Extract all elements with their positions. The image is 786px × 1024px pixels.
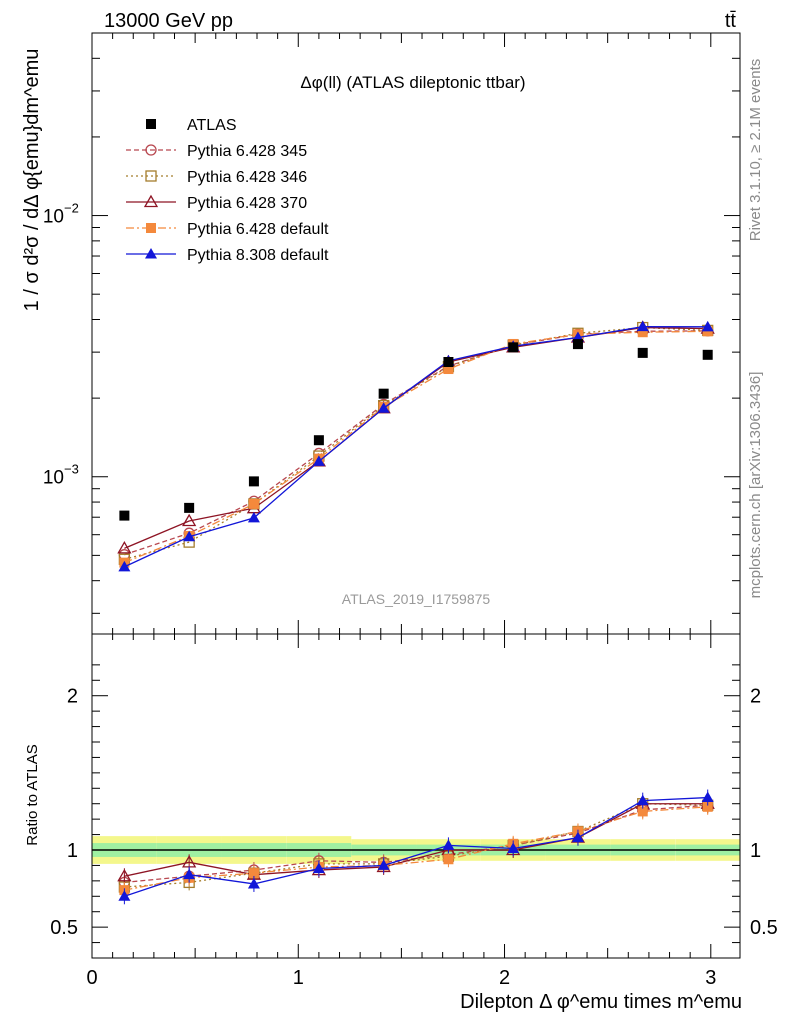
y-tick-label-exponent: −3 bbox=[64, 462, 79, 477]
atlas-data-point bbox=[443, 357, 454, 368]
series-point bbox=[248, 498, 259, 509]
series-point bbox=[118, 560, 131, 572]
ratio-tick-label-left: 2 bbox=[67, 686, 78, 708]
ratio-series-line bbox=[124, 806, 708, 891]
atlas-data-point bbox=[572, 339, 583, 350]
series-line bbox=[124, 326, 708, 549]
series-point bbox=[182, 513, 197, 527]
legend-label: Pythia 6.428 370 bbox=[187, 195, 307, 212]
legend-marker-atlas bbox=[146, 119, 156, 129]
series-point bbox=[117, 541, 132, 554]
plot-frames bbox=[91, 32, 741, 959]
x-tick-label: 1 bbox=[293, 967, 304, 989]
analysis-id: ATLAS_2019_I1759875 bbox=[342, 591, 491, 607]
series-1 bbox=[118, 321, 714, 896]
ratio-point bbox=[702, 801, 713, 812]
energy-label: 13000 GeV pp bbox=[104, 10, 233, 32]
atlas-data-point bbox=[248, 476, 259, 487]
ratio-tick-label-left: 0.5 bbox=[50, 917, 78, 939]
ratio-point bbox=[117, 868, 132, 882]
atlas-data-point bbox=[637, 347, 648, 358]
ratio-point bbox=[701, 791, 714, 803]
series-point bbox=[377, 402, 390, 413]
series-line bbox=[124, 326, 708, 568]
legend-marker bbox=[143, 194, 159, 208]
ratio-tick-label-right: 1 bbox=[750, 840, 761, 862]
atlas-data bbox=[119, 339, 713, 521]
series-point bbox=[183, 530, 196, 542]
legend-marker bbox=[146, 223, 156, 233]
ratio-point bbox=[442, 839, 455, 850]
legend: ATLAS Pythia 6.428 345 Pythia 6.428 346 Pyt… bbox=[126, 117, 329, 264]
ratio-series-line bbox=[124, 803, 708, 877]
series-line bbox=[124, 330, 708, 556]
ratio-point bbox=[377, 859, 390, 870]
legend-label: Pythia 8.308 default bbox=[187, 247, 329, 264]
x-tick-label: 2 bbox=[499, 967, 510, 989]
series-line bbox=[124, 326, 708, 560]
ratio-plot-frame bbox=[91, 633, 741, 959]
legend-marker bbox=[145, 170, 157, 182]
plot-title: Δφ(ll) (ATLAS dileptonic ttbar) bbox=[300, 73, 525, 92]
ratio-point bbox=[571, 831, 584, 843]
y-axis-label: 1 / σ d²σ / dΔ φ{emu}dm^emu bbox=[21, 49, 43, 312]
x-tick-label: 3 bbox=[705, 967, 716, 989]
series-0 bbox=[118, 325, 714, 891]
ratio-point bbox=[118, 890, 131, 901]
x-axis-label: Dilepton Δ φ^emu times m^emu bbox=[460, 991, 742, 1013]
series-3 bbox=[119, 326, 713, 899]
legend-label-atlas: ATLAS bbox=[187, 117, 237, 134]
ratio-tick-label-left: 1 bbox=[67, 840, 78, 862]
atlas-data-point bbox=[313, 435, 324, 446]
series-point bbox=[247, 511, 260, 523]
series-layer bbox=[117, 320, 715, 905]
ratio-tick-label-right: 0.5 bbox=[750, 917, 778, 939]
ratio-series-line bbox=[124, 796, 708, 897]
atlas-data-point bbox=[378, 388, 389, 399]
side-label-mcplots: mcplots.cern.ch [arXiv:1306.3436] bbox=[747, 372, 764, 599]
x-tick-label: 0 bbox=[86, 967, 97, 989]
ratio-point bbox=[247, 877, 260, 889]
legend-marker bbox=[145, 144, 157, 156]
y-tick-label-base: 10 bbox=[43, 468, 64, 489]
atlas-data-point bbox=[184, 502, 195, 513]
series-point bbox=[312, 455, 325, 466]
legend-label: Pythia 6.428 default bbox=[187, 221, 329, 238]
ratio-point bbox=[248, 868, 259, 879]
ratio-point bbox=[183, 868, 196, 880]
atlas-data-point bbox=[508, 342, 519, 353]
y-tick-label-exponent: −2 bbox=[64, 201, 79, 216]
series-point bbox=[702, 326, 713, 337]
ratio-point bbox=[312, 862, 325, 874]
ratio-point bbox=[637, 806, 648, 817]
atlas-data-point bbox=[119, 510, 130, 521]
process-label: tt̄ bbox=[725, 10, 737, 32]
series-point bbox=[636, 320, 649, 332]
side-label-rivet: Rivet 3.1.10, ≥ 2.1M events bbox=[747, 59, 764, 242]
series-line bbox=[124, 330, 708, 564]
ratio-point bbox=[443, 854, 454, 865]
series-point bbox=[701, 320, 714, 332]
ratio-tick-label-right: 2 bbox=[750, 686, 761, 708]
y-tick-label-base: 10 bbox=[43, 207, 64, 228]
legend-label: Pythia 6.428 345 bbox=[187, 143, 307, 160]
ratio-point bbox=[507, 842, 520, 853]
ratio-point bbox=[636, 794, 649, 806]
ratio-axis-label: Ratio to ATLAS bbox=[24, 744, 41, 845]
atlas-data-point bbox=[702, 349, 713, 360]
legend-marker bbox=[145, 248, 157, 259]
series-point bbox=[637, 327, 648, 338]
axes-ticks bbox=[91, 32, 740, 958]
series-point bbox=[443, 364, 454, 375]
legend-label: Pythia 6.428 346 bbox=[187, 169, 307, 186]
